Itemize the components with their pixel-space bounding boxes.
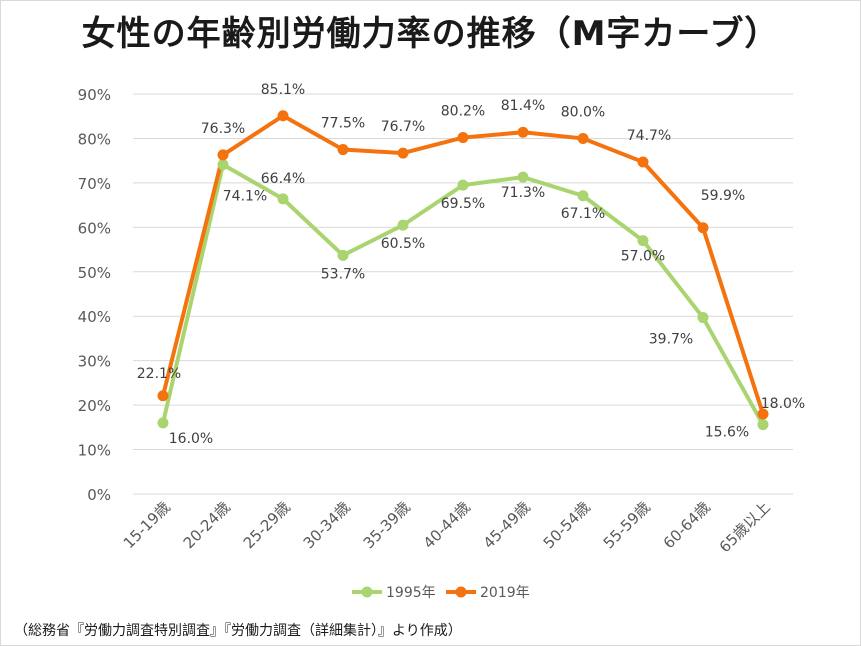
series-1995-data-label: 66.4% [261,171,305,187]
series-2019-legend-marker [455,586,467,598]
series-1995-data-label: 15.6% [705,425,749,441]
series-1995-data-label: 16.0% [169,431,213,447]
series-2019-point [757,408,769,420]
series-2019-data-label: 74.7% [627,128,671,144]
y-tick-label: 30% [78,353,111,371]
y-tick-label: 90% [78,86,111,104]
series-2019-data-label: 85.1% [261,82,305,98]
series-1995-data-label: 71.3% [501,185,545,201]
series-1995-point [217,159,229,171]
series-2019-point [517,126,529,138]
series-1995-legend-label: 1995年 [386,585,436,601]
x-tick-label: 25-29歳 [240,498,294,552]
y-tick-label: 80% [78,130,111,148]
series-2019-data-label: 81.4% [501,98,545,114]
series-2019-data-label: 59.9% [701,188,745,204]
series-2019-point [397,147,409,159]
series-1995-data-label: 57.0% [621,249,665,265]
series-1995-point [637,235,649,247]
series-1995-point [277,193,289,205]
x-tick-label: 50-54歳 [540,498,594,552]
series-1995-legend-marker [361,586,373,598]
x-tick-label: 35-39歳 [360,498,414,552]
series-1995-data-label: 74.1% [223,189,267,205]
y-tick-label: 20% [78,397,111,415]
series-1995-point [337,249,349,261]
x-tick-label: 45-49歳 [480,498,534,552]
series-2019-data-label: 80.2% [441,104,485,120]
x-tick-label: 55-59歳 [600,498,654,552]
series-2019-data-label: 80.0% [561,104,605,120]
series-1995-point [457,179,469,191]
x-tick-label: 40-44歳 [420,498,474,552]
series-2019-line [161,113,765,415]
y-tick-label: 60% [78,219,111,237]
series-2019-point [637,156,649,168]
series-2019-point [157,390,169,402]
y-tick-label: 50% [78,264,111,282]
series-1995-data-label: 53.7% [321,266,365,282]
x-tick-label: 15-19歳 [120,498,174,552]
y-tick-label: 10% [78,442,111,460]
series-1995-point [697,312,709,324]
series-1995-point [517,171,529,183]
series-1995-data-label: 69.5% [441,196,485,212]
source-note: （総務省『労働力調査特別調査』『労働力調査（詳細集計）』より作成） [14,623,462,639]
series-2019-data-label: 22.1% [137,366,181,382]
x-tick-label: 65歳以上 [716,498,774,556]
x-tick-label: 30-34歳 [300,498,354,552]
series-2019-data-label: 77.5% [321,116,365,132]
series-1995-point [757,419,769,431]
series-2019-point [577,132,589,144]
series-1995-data-label: 39.7% [649,332,693,348]
chart-title: 女性の年齢別労働力率の推移（M字カーブ） [81,14,780,54]
y-tick-label: 70% [78,175,111,193]
x-tick-label: 60-64歳 [660,498,714,552]
series-2019-point [337,144,349,156]
series-1995-point [397,219,409,231]
series-2019-point [277,110,289,122]
series-2019-data-label: 18.0% [761,396,805,412]
series-2019-point [217,149,229,161]
series-1995-point [577,190,589,202]
x-tick-label: 20-24歳 [180,498,234,552]
series-2019-data-label: 76.3% [201,121,245,137]
series-1995-point [157,417,169,429]
series-2019-legend-label: 2019年 [480,585,530,601]
series-1995-data-label: 60.5% [381,236,425,252]
y-tick-label: 40% [78,308,111,326]
series-1995-data-label: 67.1% [561,206,605,222]
series-2019-point [697,222,709,234]
series-2019-point [457,132,469,144]
y-tick-label: 0% [87,486,111,504]
series-2019-data-label: 76.7% [381,119,425,135]
